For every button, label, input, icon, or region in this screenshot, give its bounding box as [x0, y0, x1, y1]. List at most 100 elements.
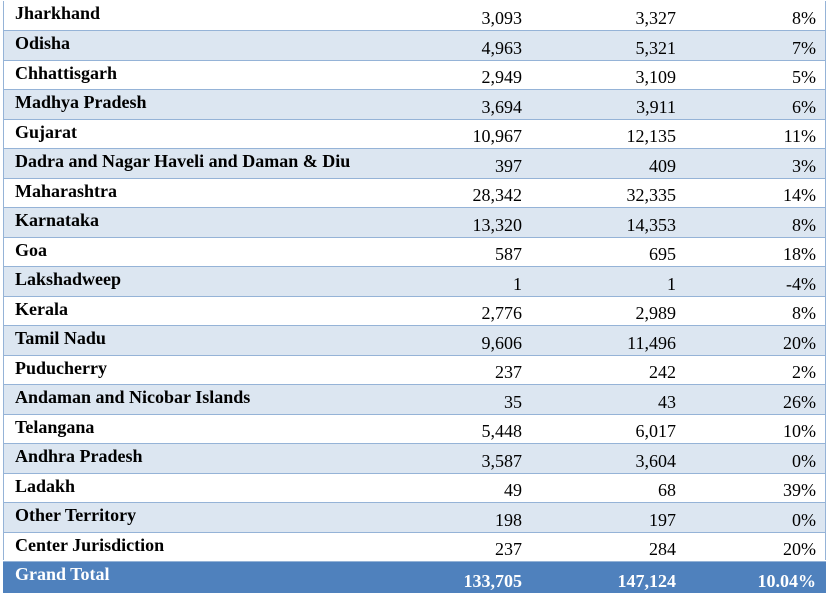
table-row: Andaman and Nicobar Islands 35 43 26% — [3, 384, 826, 415]
data-table-container: Jharkhand 3,093 3,327 8% Odisha 4,963 5,… — [3, 1, 826, 593]
table-row: Gujarat 10,967 12,135 11% — [3, 119, 826, 149]
value-2-cell: 12,135 — [523, 119, 677, 149]
state-name-cell: Puducherry — [3, 355, 383, 385]
table-row: Odisha 4,963 5,321 7% — [3, 30, 826, 61]
growth-cell: 8% — [677, 296, 826, 326]
value-1-cell: 1 — [383, 266, 523, 297]
state-name-cell: Jharkhand — [3, 1, 383, 31]
table-row: Puducherry 237 242 2% — [3, 355, 826, 385]
value-2-cell: 3,327 — [523, 1, 677, 31]
value-1-cell: 4,963 — [383, 30, 523, 61]
value-1-cell: 237 — [383, 355, 523, 385]
growth-cell: 14% — [677, 178, 826, 208]
table-row: Dadra and Nagar Haveli and Daman & Diu 3… — [3, 148, 826, 179]
table-row: Other Territory 198 197 0% — [3, 502, 826, 533]
growth-cell: 39% — [677, 473, 826, 503]
state-name-cell: Andhra Pradesh — [3, 443, 383, 474]
value-1-cell: 5,448 — [383, 414, 523, 444]
state-name-cell: Other Territory — [3, 502, 383, 533]
state-name-cell: Ladakh — [3, 473, 383, 503]
value-2-cell: 1 — [523, 266, 677, 297]
table-row: Tamil Nadu 9,606 11,496 20% — [3, 325, 826, 356]
state-name-cell: Center Jurisdiction — [3, 532, 383, 562]
state-name-cell: Chhattisgarh — [3, 60, 383, 90]
grand-total-label: Grand Total — [3, 561, 383, 593]
value-2-cell: 6,017 — [523, 414, 677, 444]
growth-cell: 8% — [677, 1, 826, 31]
state-name-cell: Andaman and Nicobar Islands — [3, 384, 383, 415]
state-name-cell: Madhya Pradesh — [3, 89, 383, 120]
growth-cell: 0% — [677, 443, 826, 474]
growth-cell: 0% — [677, 502, 826, 533]
value-2-cell: 14,353 — [523, 207, 677, 238]
state-name-cell: Maharashtra — [3, 178, 383, 208]
state-name-cell: Lakshadweep — [3, 266, 383, 297]
growth-cell: 26% — [677, 384, 826, 415]
value-2-cell: 32,335 — [523, 178, 677, 208]
value-1-cell: 3,093 — [383, 1, 523, 31]
value-2-cell: 409 — [523, 148, 677, 179]
state-data-table: Jharkhand 3,093 3,327 8% Odisha 4,963 5,… — [3, 1, 826, 593]
growth-cell: 20% — [677, 532, 826, 562]
table-row: Chhattisgarh 2,949 3,109 5% — [3, 60, 826, 90]
value-2-cell: 695 — [523, 237, 677, 267]
state-name-cell: Tamil Nadu — [3, 325, 383, 356]
growth-cell: 11% — [677, 119, 826, 149]
growth-cell: -4% — [677, 266, 826, 297]
table-row: Maharashtra 28,342 32,335 14% — [3, 178, 826, 208]
table-row: Andhra Pradesh 3,587 3,604 0% — [3, 443, 826, 474]
value-1-cell: 3,587 — [383, 443, 523, 474]
value-2-cell: 3,604 — [523, 443, 677, 474]
value-1-cell: 3,694 — [383, 89, 523, 120]
value-1-cell: 13,320 — [383, 207, 523, 238]
table-row: Madhya Pradesh 3,694 3,911 6% — [3, 89, 826, 120]
table-row: Karnataka 13,320 14,353 8% — [3, 207, 826, 238]
value-1-cell: 198 — [383, 502, 523, 533]
value-2-cell: 242 — [523, 355, 677, 385]
table-row: Telangana 5,448 6,017 10% — [3, 414, 826, 444]
table-row: Center Jurisdiction 237 284 20% — [3, 532, 826, 562]
growth-cell: 5% — [677, 60, 826, 90]
value-2-cell: 5,321 — [523, 30, 677, 61]
grand-total-row: Grand Total 133,705 147,124 10.04% — [3, 561, 826, 593]
value-2-cell: 3,109 — [523, 60, 677, 90]
growth-cell: 7% — [677, 30, 826, 61]
table-right-border — [825, 1, 826, 560]
value-2-cell: 43 — [523, 384, 677, 415]
table-left-border — [3, 1, 4, 560]
state-name-cell: Telangana — [3, 414, 383, 444]
value-1-cell: 49 — [383, 473, 523, 503]
value-1-cell: 10,967 — [383, 119, 523, 149]
state-name-cell: Kerala — [3, 296, 383, 326]
value-2-cell: 284 — [523, 532, 677, 562]
value-2-cell: 3,911 — [523, 89, 677, 120]
value-1-cell: 2,949 — [383, 60, 523, 90]
table-row: Ladakh 49 68 39% — [3, 473, 826, 503]
growth-cell: 10% — [677, 414, 826, 444]
value-2-cell: 68 — [523, 473, 677, 503]
state-name-cell: Gujarat — [3, 119, 383, 149]
value-1-cell: 28,342 — [383, 178, 523, 208]
value-2-cell: 11,496 — [523, 325, 677, 356]
growth-cell: 8% — [677, 207, 826, 238]
state-name-cell: Karnataka — [3, 207, 383, 238]
grand-total-value-1: 133,705 — [383, 561, 523, 593]
state-name-cell: Dadra and Nagar Haveli and Daman & Diu — [3, 148, 383, 179]
value-2-cell: 2,989 — [523, 296, 677, 326]
value-2-cell: 197 — [523, 502, 677, 533]
growth-cell: 2% — [677, 355, 826, 385]
table-row: Kerala 2,776 2,989 8% — [3, 296, 826, 326]
growth-cell: 3% — [677, 148, 826, 179]
state-name-cell: Goa — [3, 237, 383, 267]
table-row: Lakshadweep 1 1 -4% — [3, 266, 826, 297]
value-1-cell: 237 — [383, 532, 523, 562]
value-1-cell: 35 — [383, 384, 523, 415]
value-1-cell: 587 — [383, 237, 523, 267]
table-row: Jharkhand 3,093 3,327 8% — [3, 1, 826, 31]
state-name-cell: Odisha — [3, 30, 383, 61]
grand-total-value-2: 147,124 — [523, 561, 677, 593]
value-1-cell: 397 — [383, 148, 523, 179]
growth-cell: 20% — [677, 325, 826, 356]
value-1-cell: 9,606 — [383, 325, 523, 356]
table-row: Goa 587 695 18% — [3, 237, 826, 267]
